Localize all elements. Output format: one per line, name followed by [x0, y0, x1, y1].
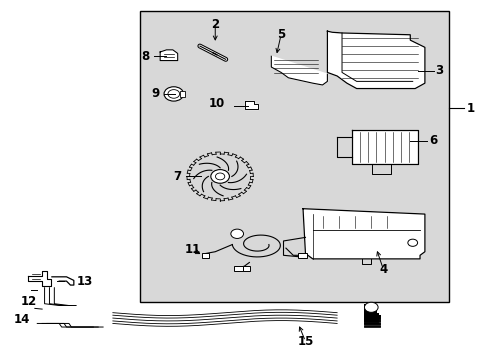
Circle shape [215, 173, 224, 180]
Text: 8: 8 [141, 50, 149, 63]
Circle shape [407, 239, 417, 246]
Text: 13: 13 [76, 275, 92, 288]
Text: 15: 15 [297, 335, 313, 348]
Text: 7: 7 [173, 170, 181, 183]
Text: 3: 3 [435, 64, 443, 77]
Polygon shape [351, 130, 417, 164]
Bar [298, 253, 306, 258]
Text: 6: 6 [428, 134, 436, 147]
Circle shape [167, 90, 179, 98]
Text: 12: 12 [20, 295, 37, 308]
Circle shape [364, 302, 377, 312]
Text: 10: 10 [208, 97, 224, 110]
Text: 9: 9 [151, 87, 159, 100]
Text: 11: 11 [184, 243, 200, 256]
Circle shape [210, 170, 229, 183]
Text: 1: 1 [466, 102, 473, 115]
Bar [242, 266, 250, 271]
Bar [201, 253, 209, 258]
Bar [233, 266, 242, 271]
Polygon shape [303, 209, 424, 259]
Bar [179, 91, 184, 97]
Bar [140, 12, 448, 302]
Polygon shape [160, 50, 177, 60]
Polygon shape [245, 102, 258, 109]
Polygon shape [271, 56, 327, 85]
Text: 5: 5 [276, 28, 285, 41]
Text: 4: 4 [379, 263, 387, 276]
Text: 2: 2 [211, 18, 219, 31]
Polygon shape [327, 31, 424, 89]
Text: 14: 14 [14, 313, 30, 326]
Polygon shape [28, 271, 51, 286]
Circle shape [163, 87, 183, 101]
Circle shape [230, 229, 243, 238]
